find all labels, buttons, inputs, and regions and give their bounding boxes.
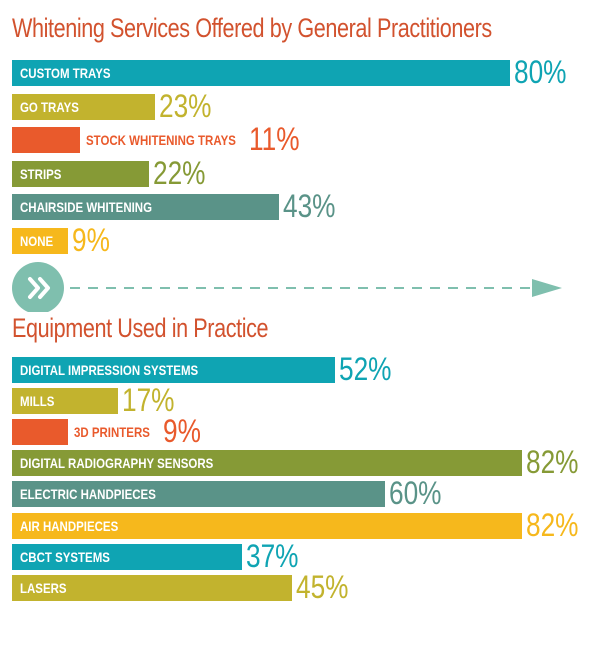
bar-value-label: 82% xyxy=(526,444,579,481)
bar xyxy=(12,481,385,508)
bar-label: CBCT SYSTEMS xyxy=(20,548,110,565)
bar-label: DIGITAL RADIOGRAPHY SENSORS xyxy=(20,455,214,472)
bar-label: STOCK WHITENING TRAYS xyxy=(86,132,236,149)
bar-value-label: 9% xyxy=(163,413,201,450)
section-divider xyxy=(12,262,562,312)
bar xyxy=(12,60,510,86)
bar xyxy=(12,388,118,415)
bar-value-label: 22% xyxy=(153,154,206,191)
bar-value-label: 9% xyxy=(72,222,110,258)
bar-value-label: 43% xyxy=(283,188,336,225)
bar-value-label: 23% xyxy=(159,87,212,124)
bar-label: AIR HANDPIECES xyxy=(20,517,119,534)
bar-label: STRIPS xyxy=(20,165,62,182)
bar-value-label: 60% xyxy=(389,475,442,512)
bar xyxy=(12,512,522,539)
bar xyxy=(12,194,279,221)
bar-label: CHAIRSIDE WHITENING xyxy=(20,199,153,216)
double-chevron-right-icon xyxy=(12,262,64,312)
bar-label: 3D PRINTERS xyxy=(74,424,150,441)
bar xyxy=(12,93,155,120)
equipment-chart-title: Equipment Used in Practice xyxy=(12,313,269,343)
bar-label: LASERS xyxy=(20,579,67,596)
bar-value-label: 82% xyxy=(526,506,579,543)
bar xyxy=(12,160,149,187)
bar-value-label: 45% xyxy=(296,568,349,605)
bar xyxy=(12,419,68,446)
bar-label: MILLS xyxy=(20,393,55,410)
bar-value-label: 52% xyxy=(339,351,392,387)
bar-value-label: 80% xyxy=(514,54,567,90)
bar-value-label: 11% xyxy=(249,121,300,158)
bar xyxy=(12,228,68,254)
arrow-head xyxy=(532,279,562,297)
bar xyxy=(12,543,242,570)
bar-label: DIGITAL IMPRESSION SYSTEMS xyxy=(20,362,199,378)
bar xyxy=(12,357,335,383)
bar xyxy=(12,574,292,601)
whitening-chart-title: Whitening Services Offered by General Pr… xyxy=(12,13,492,43)
bar-value-label: 37% xyxy=(246,537,299,574)
bar-value-label: 17% xyxy=(122,382,175,419)
bar-label: NONE xyxy=(20,233,54,249)
bar-label: GO TRAYS xyxy=(20,98,79,115)
bar-label: CUSTOM TRAYS xyxy=(20,65,111,81)
bar xyxy=(12,127,80,154)
bar-label: ELECTRIC HANDPIECES xyxy=(20,486,156,503)
bar xyxy=(12,450,522,477)
